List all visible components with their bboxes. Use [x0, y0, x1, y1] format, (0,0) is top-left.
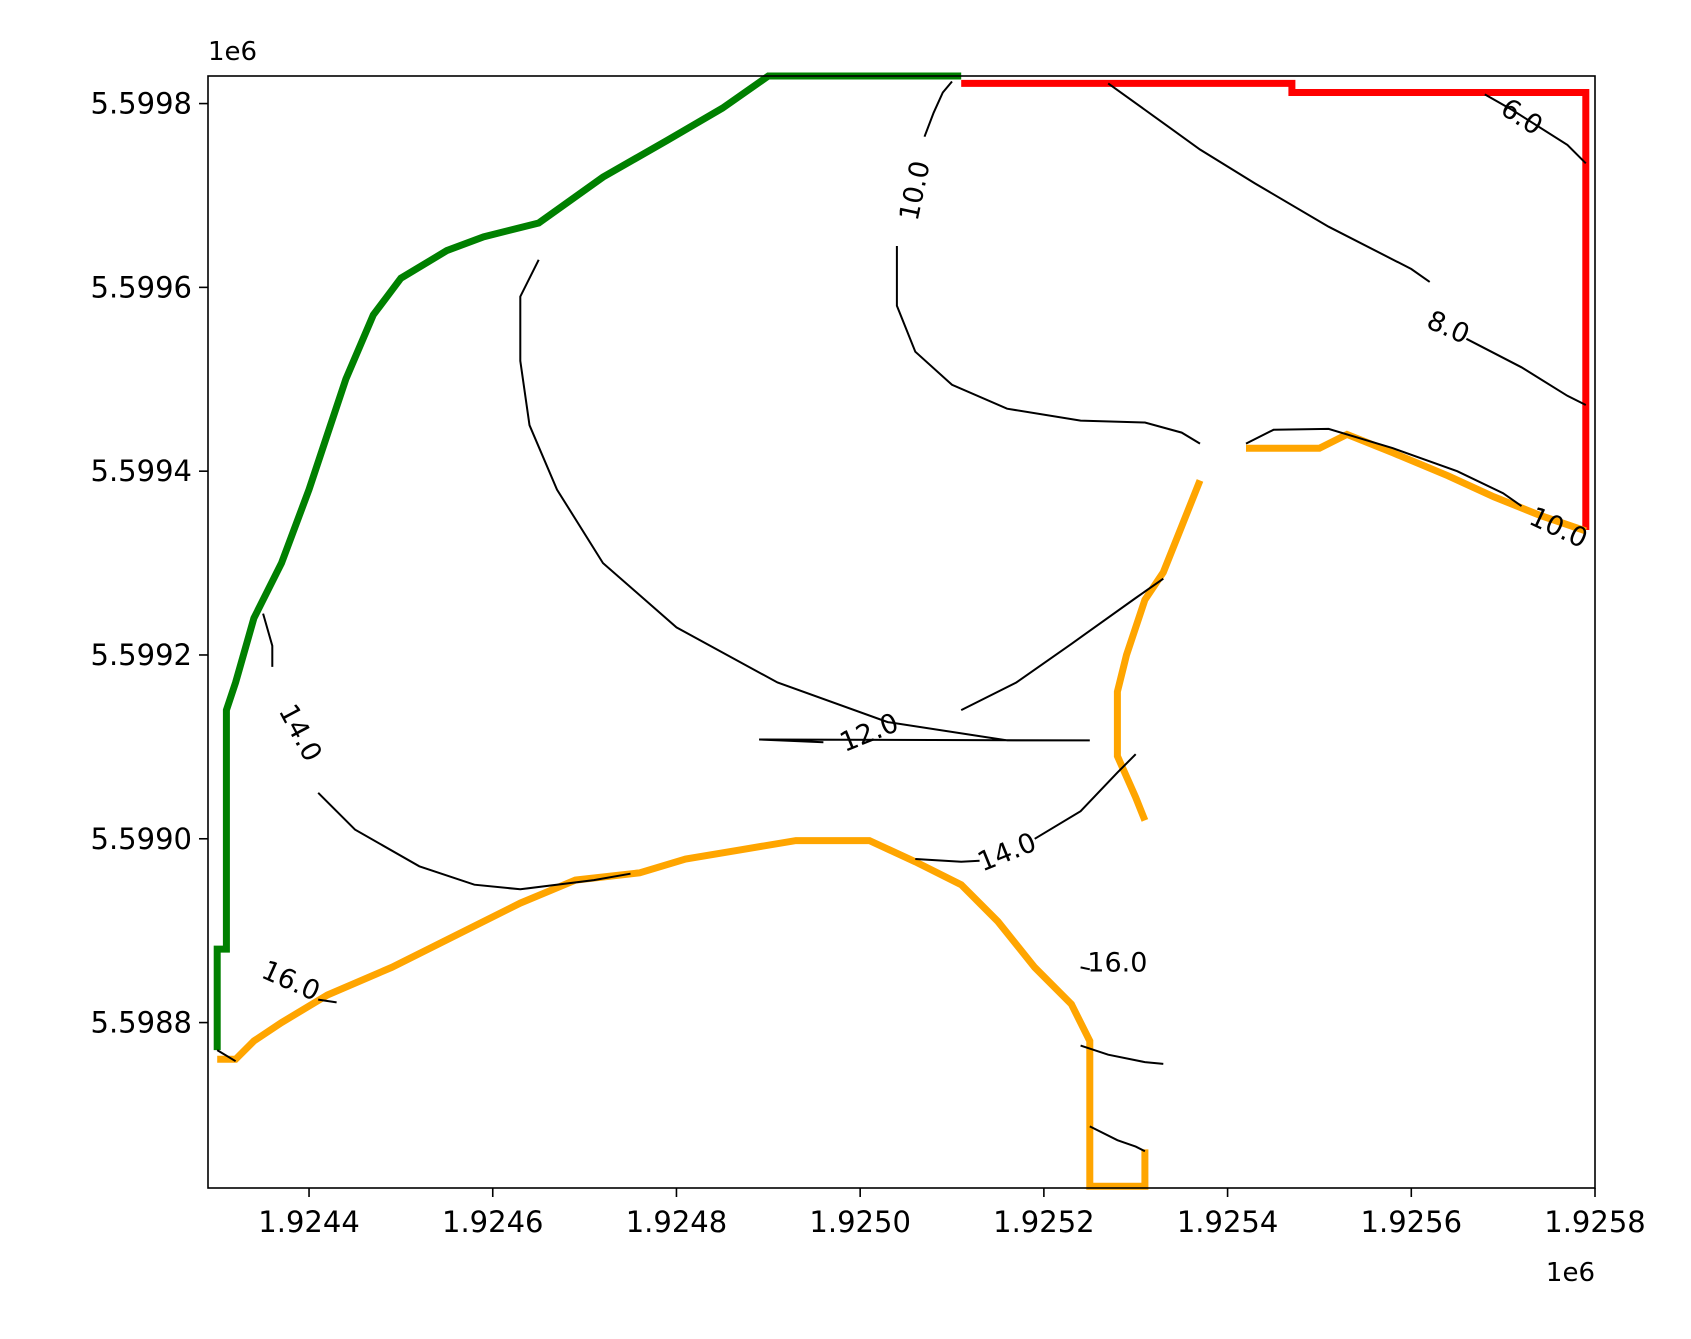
y-tick-label: 5.5996 — [91, 270, 192, 304]
x-tick-label: 1.9256 — [1361, 1205, 1462, 1239]
contour-line-16-0 — [1089, 1125, 1146, 1153]
boundary-segment — [213, 72, 962, 1051]
x-axis-offset-text: 1e6 — [1546, 1258, 1595, 1288]
contour-label: 14.0 — [973, 827, 1040, 878]
contour-line-8-0 — [1465, 337, 1587, 406]
contour-lines — [216, 80, 1587, 1153]
contour-label: 10.0 — [894, 158, 937, 223]
boundary-segment — [1113, 479, 1204, 822]
contour-label: 16.0 — [257, 955, 325, 1008]
x-axis-ticks: 1.9244 1.9246 1.9248 1.9250 1.9252 1.9254 1.92… — [258, 1188, 1646, 1239]
y-tick-label: 5.5994 — [91, 454, 192, 488]
boundary-segment — [1246, 430, 1587, 535]
boundary-segment — [217, 837, 1149, 1190]
contour-line-14-0 — [915, 858, 980, 863]
x-tick-label: 1.9254 — [1177, 1205, 1278, 1239]
contour-line-16-0 — [1080, 966, 1091, 971]
contour-line-12-0 — [960, 577, 1164, 711]
x-tick-label: 1.9246 — [442, 1205, 543, 1239]
contour-line-14-0 — [1034, 753, 1137, 840]
contour-line-10-0 — [1245, 427, 1523, 507]
boundary-lines — [213, 72, 1590, 1190]
contour-line-8-0 — [1107, 82, 1431, 283]
contour-line-10-0 — [923, 80, 953, 138]
contour-line-14-0 — [317, 792, 631, 891]
contour-label: 8.0 — [1422, 305, 1474, 351]
x-tick-label: 1.9248 — [626, 1205, 727, 1239]
y-axis-offset-text: 1e6 — [208, 37, 257, 67]
contour-line-14-0 — [262, 613, 274, 667]
x-tick-label: 1.9250 — [809, 1205, 910, 1239]
contour-label: 16.0 — [1087, 947, 1147, 978]
y-tick-label: 5.5988 — [91, 1006, 192, 1040]
x-tick-label: 1.9258 — [1544, 1205, 1645, 1239]
contour-line-16-0 — [318, 998, 337, 1004]
y-tick-label: 5.5990 — [91, 822, 192, 856]
y-tick-label: 5.5998 — [91, 87, 192, 121]
x-tick-label: 1.9244 — [258, 1205, 359, 1239]
contour-label: 6.0 — [1495, 93, 1548, 142]
y-tick-label: 5.5992 — [91, 638, 192, 672]
x-tick-label: 1.9252 — [993, 1205, 1094, 1239]
plot-area-frame — [207, 75, 1596, 1189]
contour-line-6-0 — [1484, 93, 1587, 165]
boundary-segment — [961, 79, 1590, 530]
contour-label: 10.0 — [1524, 501, 1592, 555]
y-axis-ticks: 5.5988 5.5990 5.5992 5.5994 5.5996 5.5998 — [91, 87, 208, 1040]
contour-line-12-0 — [519, 259, 1090, 744]
contour-label: 14.0 — [272, 699, 328, 767]
contour-line-16-0 — [216, 1049, 237, 1063]
contour-line-10-0 — [895, 246, 1201, 445]
contour-labels: 6.08.010.010.012.014.014.016.0 16.0 — [257, 93, 1592, 1008]
contour-line-16-0 — [1080, 1044, 1164, 1065]
